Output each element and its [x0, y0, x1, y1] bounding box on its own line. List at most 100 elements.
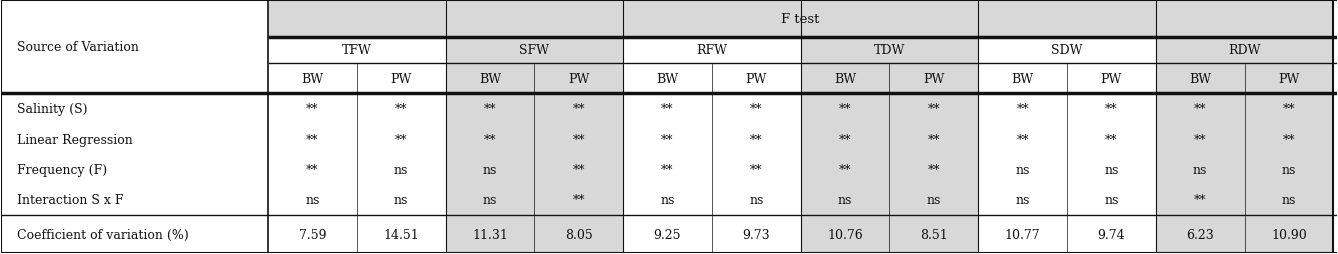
Text: Linear Regression: Linear Regression — [17, 133, 132, 146]
Text: **: ** — [1193, 133, 1207, 146]
Bar — [624, 215, 800, 253]
Text: ns: ns — [1016, 163, 1030, 176]
Text: 11.31: 11.31 — [472, 228, 508, 241]
Text: F test: F test — [781, 13, 820, 26]
Bar — [1156, 64, 1333, 94]
Text: 9.74: 9.74 — [1097, 228, 1125, 241]
Text: ns: ns — [393, 194, 408, 207]
Text: 10.90: 10.90 — [1271, 228, 1307, 241]
Bar — [624, 38, 800, 64]
Text: **: ** — [1193, 103, 1207, 116]
Text: TFW: TFW — [341, 44, 372, 57]
Text: Salinity (S): Salinity (S) — [17, 103, 87, 116]
Text: ns: ns — [1282, 194, 1297, 207]
Bar — [1156, 185, 1333, 215]
Bar — [624, 185, 800, 215]
Bar — [1156, 38, 1333, 64]
Bar — [446, 38, 624, 64]
Bar — [978, 94, 1156, 124]
Bar — [446, 155, 624, 185]
Text: ns: ns — [305, 194, 320, 207]
Text: **: ** — [573, 133, 585, 146]
Text: PW: PW — [1101, 72, 1123, 85]
Text: **: ** — [927, 103, 941, 116]
Text: **: ** — [927, 133, 941, 146]
Text: Frequency (F): Frequency (F) — [17, 163, 107, 176]
Bar — [268, 38, 446, 64]
Text: **: ** — [573, 163, 585, 176]
Text: 6.23: 6.23 — [1187, 228, 1214, 241]
Text: 9.25: 9.25 — [654, 228, 681, 241]
Bar — [268, 94, 446, 124]
Text: **: ** — [1283, 133, 1295, 146]
Text: 8.51: 8.51 — [921, 228, 947, 241]
Bar — [800, 124, 978, 155]
Text: **: ** — [484, 133, 496, 146]
Text: PW: PW — [923, 72, 945, 85]
Text: RDW: RDW — [1228, 44, 1260, 57]
Text: **: ** — [573, 103, 585, 116]
Bar — [800, 38, 978, 64]
Bar — [268, 215, 446, 253]
Text: ns: ns — [483, 194, 498, 207]
Bar — [268, 64, 446, 94]
Text: **: ** — [1105, 133, 1117, 146]
Text: TDW: TDW — [874, 44, 904, 57]
Text: **: ** — [927, 163, 941, 176]
Bar — [624, 94, 800, 124]
Bar — [800, 215, 978, 253]
Text: ns: ns — [838, 194, 852, 207]
Bar — [268, 185, 446, 215]
Bar — [446, 215, 624, 253]
Text: PW: PW — [569, 72, 590, 85]
Text: Source of Variation: Source of Variation — [17, 41, 139, 54]
Bar — [800, 155, 978, 185]
Text: 9.73: 9.73 — [743, 228, 771, 241]
Bar — [978, 124, 1156, 155]
Text: 7.59: 7.59 — [298, 228, 326, 241]
Bar — [268, 1, 1333, 38]
Bar — [800, 94, 978, 124]
Text: RFW: RFW — [696, 44, 728, 57]
Text: Coefficient of variation (%): Coefficient of variation (%) — [17, 228, 189, 241]
Text: 8.05: 8.05 — [565, 228, 593, 241]
Bar — [978, 185, 1156, 215]
Text: **: ** — [661, 103, 674, 116]
Text: **: ** — [1105, 103, 1117, 116]
Text: **: ** — [1283, 103, 1295, 116]
Bar — [446, 64, 624, 94]
Text: ns: ns — [1104, 163, 1119, 176]
Text: **: ** — [839, 133, 851, 146]
Text: **: ** — [839, 103, 851, 116]
Text: **: ** — [661, 133, 674, 146]
Text: **: ** — [306, 163, 318, 176]
Bar — [268, 155, 446, 185]
Text: Interaction S x F: Interaction S x F — [17, 194, 123, 207]
Bar — [446, 94, 624, 124]
Text: **: ** — [484, 103, 496, 116]
Text: **: ** — [395, 133, 408, 146]
Text: **: ** — [395, 103, 408, 116]
Text: **: ** — [1193, 194, 1207, 207]
Text: BW: BW — [657, 72, 678, 85]
Text: ns: ns — [1193, 163, 1207, 176]
Bar — [800, 185, 978, 215]
Text: BW: BW — [479, 72, 500, 85]
Text: PW: PW — [391, 72, 412, 85]
Text: BW: BW — [834, 72, 856, 85]
Text: SFW: SFW — [519, 44, 550, 57]
Text: BW: BW — [1189, 72, 1211, 85]
Text: 14.51: 14.51 — [383, 228, 419, 241]
Text: ns: ns — [1282, 163, 1297, 176]
Bar — [446, 185, 624, 215]
Text: 10.77: 10.77 — [1005, 228, 1041, 241]
Text: ns: ns — [661, 194, 674, 207]
Bar — [624, 155, 800, 185]
Text: **: ** — [1017, 133, 1029, 146]
Text: **: ** — [751, 163, 763, 176]
Bar — [800, 64, 978, 94]
Text: PW: PW — [745, 72, 767, 85]
Text: ns: ns — [1104, 194, 1119, 207]
Text: 10.76: 10.76 — [827, 228, 863, 241]
Text: **: ** — [1017, 103, 1029, 116]
